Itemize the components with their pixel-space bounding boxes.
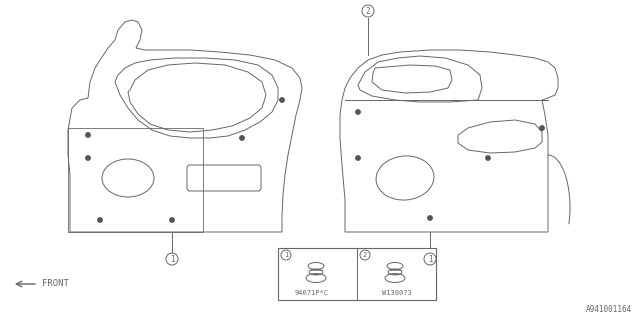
Circle shape	[356, 156, 360, 160]
Circle shape	[486, 156, 490, 160]
Circle shape	[166, 253, 178, 265]
Circle shape	[428, 216, 432, 220]
Circle shape	[281, 250, 291, 260]
Circle shape	[360, 250, 370, 260]
Text: 94071P*C: 94071P*C	[295, 290, 329, 296]
Circle shape	[362, 5, 374, 17]
Circle shape	[540, 126, 544, 130]
Circle shape	[424, 253, 436, 265]
Bar	[68, 128, 203, 232]
Circle shape	[356, 110, 360, 114]
Circle shape	[240, 136, 244, 140]
Text: 1: 1	[284, 252, 288, 258]
Circle shape	[98, 218, 102, 222]
Circle shape	[280, 98, 284, 102]
Circle shape	[170, 218, 174, 222]
Text: 1: 1	[170, 254, 174, 263]
Text: W130073: W130073	[382, 290, 412, 296]
Text: FRONT: FRONT	[42, 279, 69, 289]
Text: 2: 2	[365, 6, 371, 15]
Text: 1: 1	[428, 254, 432, 263]
Circle shape	[86, 156, 90, 160]
Text: A941001164: A941001164	[586, 305, 632, 314]
Circle shape	[86, 133, 90, 137]
Bar	[278, 248, 436, 300]
Text: 2: 2	[363, 252, 367, 258]
